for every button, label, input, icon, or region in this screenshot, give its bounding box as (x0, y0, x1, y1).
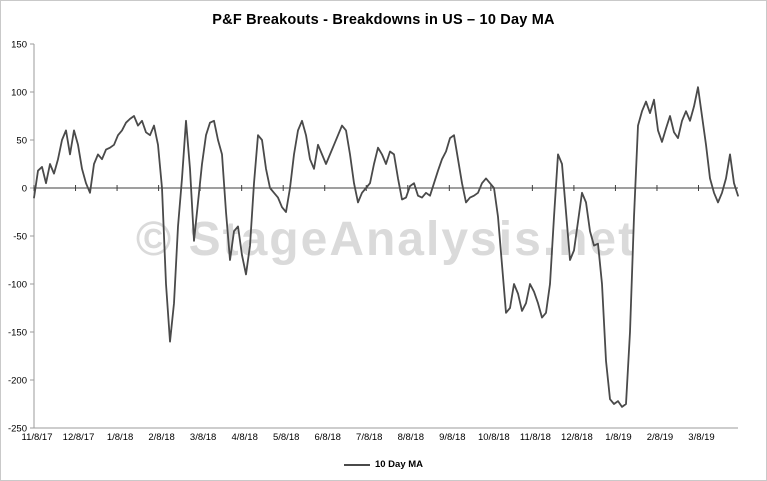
x-tick-label: 6/8/18 (315, 432, 341, 443)
x-tick-label: 1/8/18 (107, 432, 133, 443)
y-tick-label: 100 (11, 88, 27, 99)
x-tick-label: 11/8/18 (520, 432, 551, 443)
x-tick-label: 10/8/18 (478, 432, 510, 443)
legend: 10 Day MA (1, 459, 766, 470)
legend-line-sample (343, 463, 370, 466)
series-line-10-day-ma (33, 86, 739, 408)
x-tick-label: 12/8/17 (63, 432, 95, 443)
y-tick-label: 150 (11, 40, 27, 51)
legend-label: 10 Day MA (374, 459, 424, 470)
x-tick-label: 3/8/18 (190, 432, 216, 443)
x-tick-label: 7/8/18 (356, 432, 382, 443)
y-tick-label: -200 (8, 376, 27, 387)
x-tick-label: 1/8/19 (605, 432, 631, 443)
y-tick-label: -150 (8, 328, 27, 339)
y-tick-label: -50 (13, 232, 27, 243)
x-tick-label: 5/8/18 (273, 432, 299, 443)
x-tick-label: 11/8/17 (22, 432, 53, 443)
y-tick-label: 50 (16, 136, 27, 147)
watermark: © StageAnalysis.net (136, 213, 636, 266)
x-tick-label: 8/8/18 (398, 432, 424, 443)
x-tick-label: 9/8/18 (439, 432, 465, 443)
x-tick-label: 2/8/18 (148, 432, 174, 443)
y-tick-label: -100 (8, 280, 27, 291)
y-tick-label: 0 (22, 184, 27, 195)
y-tick-label: -250 (8, 424, 27, 435)
x-tick-label: 3/8/19 (688, 432, 714, 443)
x-tick-label: 2/8/19 (647, 432, 673, 443)
x-tick-label: 4/8/18 (231, 432, 257, 443)
chart-title: P&F Breakouts - Breakdowns in US – 10 Da… (212, 12, 555, 28)
x-tick-label: 12/8/18 (561, 432, 593, 443)
